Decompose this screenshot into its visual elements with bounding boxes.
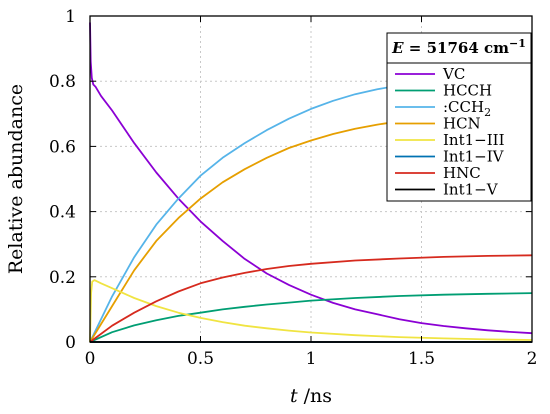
legend-label-hnc: HNC	[443, 164, 481, 182]
x-tick-label: 1	[306, 349, 317, 369]
series-line-vc	[89, 22, 533, 335]
x-tick-label: 1.5	[408, 349, 435, 369]
x-tick-label: 0.5	[187, 349, 214, 369]
x-axis-label-unit: /ns	[298, 385, 332, 407]
legend-label-cch: :CCH2	[443, 98, 491, 119]
legend-label-hcn: HCN	[443, 115, 481, 133]
legend-label-int1-v: Int1−V	[443, 181, 499, 199]
series-line-int1-iii	[89, 279, 533, 343]
series-line-hcch	[89, 292, 533, 343]
y-tick-label: 0.4	[49, 203, 76, 223]
legend: E = 51764 cm−1 VCHCCH:CCH2HCNInt1−IIIInt…	[386, 32, 532, 202]
axis-ticks: 0 0.5 1 1.5 2 0 0.2 0.4 0.6 0.8 1	[49, 7, 537, 369]
y-axis-label: Relative abundance	[5, 84, 27, 274]
legend-label-int1-iv: Int1−IV	[443, 148, 505, 166]
y-tick-label: 0.2	[49, 268, 76, 288]
y-tick-label: 1	[65, 7, 76, 27]
legend-label-int1-iii: Int1−III	[443, 131, 505, 149]
y-tick-label: 0.6	[49, 137, 76, 157]
legend-label-hcch: HCCH	[443, 82, 492, 100]
legend-title: E = 51764 cm−1	[391, 37, 526, 57]
series-line-hnc	[89, 254, 533, 343]
x-tick-label: 2	[527, 349, 538, 369]
grid-lines	[90, 16, 532, 342]
legend-label-vc: VC	[442, 65, 465, 83]
legend-title-superscript: −1	[509, 37, 526, 50]
y-tick-label: 0.8	[49, 72, 76, 92]
legend-title-symbol: E	[391, 39, 404, 57]
x-axis-label: t /ns	[290, 385, 332, 407]
y-tick-label: 0	[65, 333, 76, 353]
legend-title-value: = 51764 cm	[404, 39, 510, 57]
x-axis-label-symbol: t	[290, 385, 298, 407]
x-tick-label: 0	[85, 349, 96, 369]
